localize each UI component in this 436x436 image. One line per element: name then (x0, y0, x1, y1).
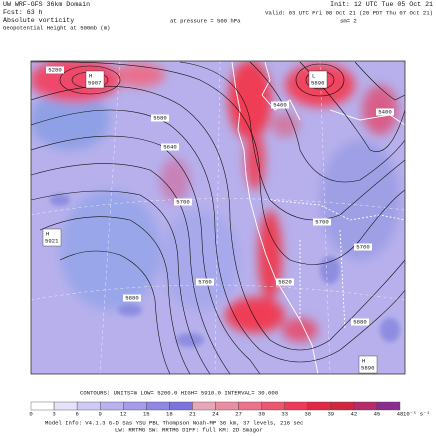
header-line: Geopotential Height at 500mb (m) (3, 24, 110, 31)
colorbar-label: 9 (99, 410, 102, 417)
height-contours (31, 61, 405, 374)
vorticity-minima (50, 194, 400, 347)
colorbar-label: 12 (120, 410, 127, 417)
pressure-center: L (312, 72, 315, 79)
colorbar-swatch (238, 401, 262, 411)
contour-label: 5280 (48, 66, 62, 73)
pressure-center: H (89, 72, 92, 79)
contours-info: CONTOURS: UNITS=m LOW= 5200.0 HIGH= 5910… (80, 389, 279, 396)
contour-label-box (276, 278, 294, 286)
colorbar-units: 10⁻⁵ s⁻¹ (403, 410, 430, 417)
contour-label: 5640 (163, 143, 177, 150)
colorbar-swatch (215, 401, 239, 411)
init-time: Init: 12 UTC Tue 05 Oct 21 (330, 1, 433, 8)
contour-label-box (174, 198, 192, 206)
colorbar-swatch (353, 401, 378, 411)
map-labels: H5921H5907L5896H589652805460540055805640… (42, 66, 394, 374)
contour-label: 5700 (315, 218, 329, 225)
header-line: Fcst: 63 h (3, 9, 43, 16)
contour-label: 5760 (198, 278, 212, 285)
model-info: Model Info: V4.1.3 G-D Sas YSU PBL Thomp… (45, 419, 303, 426)
contour-label: 5580 (153, 114, 167, 121)
header: UW WRF-GFS 36km Domain Fcst: 63 h Absolu… (3, 1, 433, 32)
contour-label: 5460 (273, 101, 287, 108)
center-box (358, 355, 378, 374)
colorbar-label: 18 (166, 410, 173, 417)
graticule (31, 61, 405, 374)
contour-label-box (123, 294, 141, 302)
vorticity-field (31, 61, 400, 342)
pressure-center: H (46, 230, 49, 237)
pressure-level: at pressure = 500 hPa (170, 17, 241, 24)
model-info: LW: RRTMG SW: RRTMG DIFF: full KM: 2D Sm… (115, 426, 263, 433)
contour-label: 5880 (125, 294, 139, 301)
contour-label-box (376, 108, 394, 116)
contour-label-box (351, 318, 369, 326)
coastlines (231, 61, 405, 374)
center-box (308, 70, 328, 89)
colorbar-label: 48 (397, 410, 404, 417)
map: H5921H5907L5896H589652805460540055805640… (31, 61, 405, 374)
colorbar-swatch (99, 401, 124, 411)
colorbar-swatch (76, 401, 101, 411)
colorbar-label: 15 (143, 410, 150, 417)
colorbar-swatch (30, 401, 55, 411)
contour-label-box (161, 143, 179, 151)
colorbar-swatch (330, 401, 355, 411)
contour-label-box (46, 66, 64, 74)
colorbar-label: 33 (281, 410, 288, 417)
contour-label: 5400 (378, 108, 392, 115)
valid-time: Valid: 03 UTC Fri 08 Oct 21 (20 PDT Thu … (265, 9, 433, 16)
center-value: 5896 (361, 364, 374, 371)
contour-label-box (271, 101, 289, 109)
colorbar-label: 6 (75, 410, 78, 417)
contour-label-box (151, 114, 169, 122)
colorbar-swatch (53, 401, 78, 411)
colorbar-swatch (169, 401, 193, 411)
smoothing: sm= 2 (340, 17, 357, 24)
header-line: Absolute vorticity (3, 17, 74, 24)
center-value: 5907 (88, 79, 101, 86)
colorbar-swatch (284, 401, 308, 411)
center-box (42, 228, 62, 247)
contour-label: 5880 (353, 318, 367, 325)
colorbar-swatch (123, 401, 147, 411)
colorbar-label: 45 (374, 410, 381, 417)
colorbar-swatch (307, 401, 332, 411)
colorbar-label: 39 (327, 410, 334, 417)
contour-label: 5700 (176, 198, 190, 205)
center-box (85, 70, 105, 89)
contour-label-box (196, 278, 214, 286)
colorbar-label: 21 (189, 410, 196, 417)
center-value: 5896 (311, 79, 324, 86)
contour-label-box (313, 218, 331, 226)
map-frame (30, 60, 406, 375)
colorbar-swatch (376, 401, 401, 411)
colorbar-swatch (192, 401, 216, 411)
colorbar: 0 3 6 9 12 15 18 21 24 27 30 33 36 39 42 45 48 10⁻⁵ s⁻¹ (29, 401, 430, 417)
colorbar-label: 42 (351, 410, 358, 417)
colorbar-label: 27 (235, 410, 242, 417)
contour-label: 5820 (278, 278, 292, 285)
colorbar-label: 24 (212, 410, 219, 417)
colorbar-label: 36 (304, 410, 311, 417)
colorbar-label: 3 (52, 410, 55, 417)
colorbar-swatch (261, 401, 285, 411)
colorbar-label: 30 (258, 410, 265, 417)
pressure-center: H (362, 357, 365, 364)
colorbar-label: 0 (29, 410, 33, 417)
contour-label-box (354, 243, 372, 251)
contour-label: 5760 (356, 243, 370, 250)
header-line: UW WRF-GFS 36km Domain (3, 1, 90, 8)
center-value: 5921 (45, 237, 59, 244)
colorbar-swatch (146, 401, 170, 411)
